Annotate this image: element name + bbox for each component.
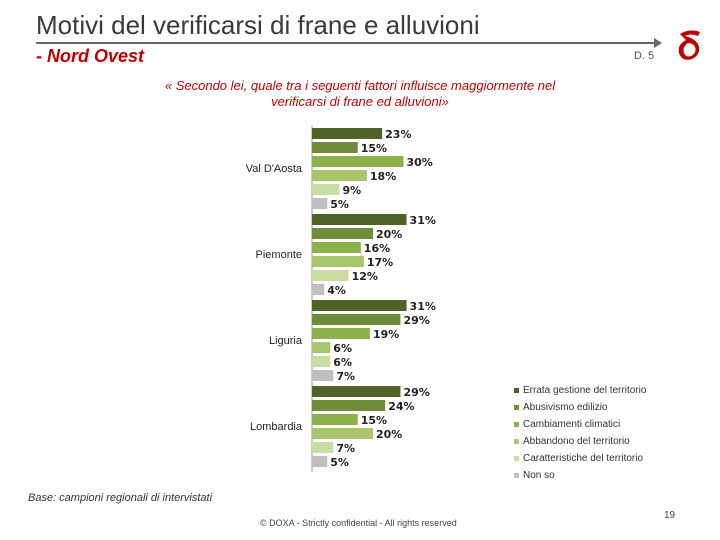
category-label: Piemonte	[256, 249, 302, 261]
data-label: 5%	[330, 198, 349, 211]
bar	[312, 314, 401, 325]
bar	[312, 342, 331, 353]
title-rule	[36, 42, 656, 44]
legend-swatch	[514, 405, 519, 410]
data-label: 6%	[333, 342, 352, 355]
bar	[312, 128, 383, 139]
data-label: 20%	[376, 228, 402, 241]
bar	[312, 142, 358, 153]
base-note: Base: campioni regionali di intervistati	[28, 492, 213, 504]
bar	[312, 370, 334, 381]
bar	[312, 300, 407, 311]
bar	[312, 428, 373, 439]
bar	[312, 214, 407, 225]
bar	[312, 328, 370, 339]
data-label: 31%	[410, 300, 436, 313]
bar	[312, 270, 349, 281]
bar	[312, 414, 358, 425]
bar	[312, 256, 364, 267]
data-label: 18%	[370, 170, 396, 183]
data-label: 7%	[336, 370, 355, 383]
legend-label: Caratteristiche del territorio	[523, 453, 644, 464]
bar	[312, 242, 361, 253]
bar	[312, 400, 386, 411]
legend-swatch	[514, 388, 519, 393]
data-label: 7%	[336, 442, 355, 455]
data-label: 6%	[333, 356, 352, 369]
page-subtitle: - Nord Ovest	[36, 46, 145, 66]
copyright-footer: © DOXA - Strictly confidential - All rig…	[260, 518, 457, 528]
bar	[312, 442, 334, 453]
data-label: 12%	[352, 270, 378, 283]
legend-label: Cambiamenti climatici	[523, 419, 621, 430]
section-code: D. 5	[634, 50, 655, 62]
data-label: 5%	[330, 456, 349, 469]
survey-question: « Secondo lei, quale tra i seguenti fatt…	[164, 78, 556, 109]
bar	[312, 456, 328, 467]
data-label: 4%	[327, 284, 346, 297]
legend-label: Errata gestione del territorio	[523, 385, 647, 396]
title-rule-arrow	[654, 38, 662, 48]
data-label: 20%	[376, 428, 402, 441]
legend-label: Abbandono del territorio	[523, 436, 630, 447]
bar	[312, 156, 404, 167]
data-label: 23%	[385, 128, 411, 141]
legend-swatch	[514, 422, 519, 427]
bar	[312, 228, 373, 239]
data-label: 29%	[403, 386, 429, 399]
data-label: 15%	[361, 414, 387, 427]
page-title: Motivi del verificarsi di frane e alluvi…	[36, 10, 480, 40]
data-label: 24%	[388, 400, 414, 413]
data-label: 15%	[361, 142, 387, 155]
bar	[312, 170, 367, 181]
category-label: Val D'Aosta	[246, 163, 303, 175]
bar	[312, 356, 331, 367]
legend-item: Cambiamenti climatici	[514, 416, 646, 433]
chart-legend: Errata gestione del territorio Abusivismo…	[514, 382, 646, 484]
bar	[312, 284, 325, 295]
data-label: 17%	[367, 256, 393, 269]
doxa-logo-icon	[678, 30, 700, 60]
data-label: 16%	[364, 242, 390, 255]
category-label: Lombardia	[250, 421, 303, 433]
legend-item: Errata gestione del territorio	[514, 382, 646, 399]
legend-swatch	[514, 439, 519, 444]
data-label: 30%	[407, 156, 433, 169]
legend-item: Abbandono del territorio	[514, 433, 646, 450]
data-label: 19%	[373, 328, 399, 341]
legend-item: Non so	[514, 467, 646, 484]
bar	[312, 198, 328, 209]
legend-label: Abusivismo edilizio	[523, 402, 608, 413]
data-label: 31%	[410, 214, 436, 227]
legend-item: Caratteristiche del territorio	[514, 450, 646, 467]
data-label: 9%	[342, 184, 361, 197]
bar	[312, 184, 340, 195]
legend-swatch	[514, 473, 519, 478]
page-number: 19	[664, 510, 676, 521]
legend-swatch	[514, 456, 519, 461]
bar	[312, 386, 401, 397]
legend-item: Abusivismo edilizio	[514, 399, 646, 416]
legend-label: Non so	[523, 470, 555, 481]
data-label: 29%	[403, 314, 429, 327]
category-label: Liguria	[269, 335, 303, 347]
